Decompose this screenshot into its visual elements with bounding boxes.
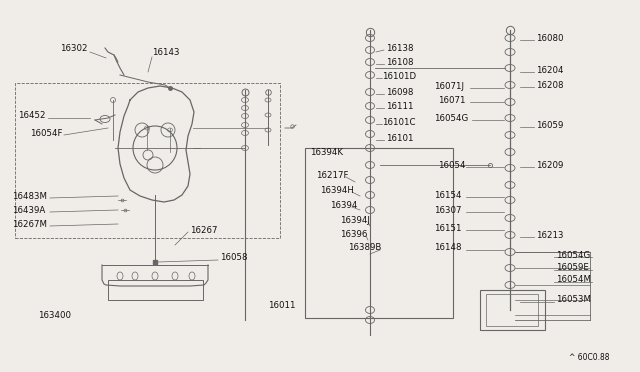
Text: 16054: 16054: [438, 160, 465, 170]
Text: 16389B: 16389B: [348, 244, 381, 253]
Text: 16452: 16452: [18, 110, 45, 119]
Text: 16054G: 16054G: [434, 113, 468, 122]
Text: 16267: 16267: [190, 225, 218, 234]
Text: 16151: 16151: [434, 224, 461, 232]
Text: 16208: 16208: [536, 80, 563, 90]
Text: 16302: 16302: [60, 44, 88, 52]
Bar: [305, 148, 453, 318]
Text: 16101C: 16101C: [382, 118, 415, 126]
Text: 16101: 16101: [386, 134, 413, 142]
Bar: [15, 83, 280, 238]
Text: 16213: 16213: [536, 231, 563, 240]
Text: 16307: 16307: [434, 205, 461, 215]
Text: 163400: 163400: [38, 311, 71, 320]
Text: 16054G: 16054G: [556, 250, 590, 260]
Text: ^ 60C0.88: ^ 60C0.88: [570, 353, 610, 362]
Text: 16143: 16143: [152, 48, 179, 57]
Text: 16058: 16058: [220, 253, 248, 263]
Text: 16054M: 16054M: [556, 276, 591, 285]
Text: 16059: 16059: [536, 121, 563, 129]
Text: 16108: 16108: [386, 58, 413, 67]
Text: 16101D: 16101D: [382, 71, 416, 80]
Text: 16204: 16204: [536, 65, 563, 74]
Bar: [480, 290, 545, 330]
Text: 16483M: 16483M: [12, 192, 47, 201]
Text: 16071J: 16071J: [434, 81, 464, 90]
Text: 16053M: 16053M: [556, 295, 591, 305]
Text: 16059E: 16059E: [556, 263, 589, 273]
Text: 16394H: 16394H: [320, 186, 354, 195]
Bar: [108, 280, 203, 300]
Text: 16111: 16111: [386, 102, 413, 110]
Text: 16138: 16138: [386, 44, 413, 52]
Text: 16396: 16396: [340, 230, 367, 238]
Bar: [486, 294, 538, 326]
Text: 16080: 16080: [536, 33, 563, 42]
Text: 16439A: 16439A: [12, 205, 45, 215]
Text: 16098: 16098: [386, 87, 413, 96]
Text: 16071: 16071: [438, 96, 465, 105]
Text: 16394J: 16394J: [340, 215, 370, 224]
Text: 16394: 16394: [330, 201, 357, 209]
Text: 16011: 16011: [268, 301, 296, 310]
Text: 16267M: 16267M: [12, 219, 47, 228]
Text: 16148: 16148: [434, 244, 461, 253]
Text: 16394K: 16394K: [310, 148, 343, 157]
Text: 16217F: 16217F: [316, 170, 349, 180]
Text: 16209: 16209: [536, 160, 563, 170]
Text: 16054F: 16054F: [30, 128, 63, 138]
Text: 16154: 16154: [434, 190, 461, 199]
